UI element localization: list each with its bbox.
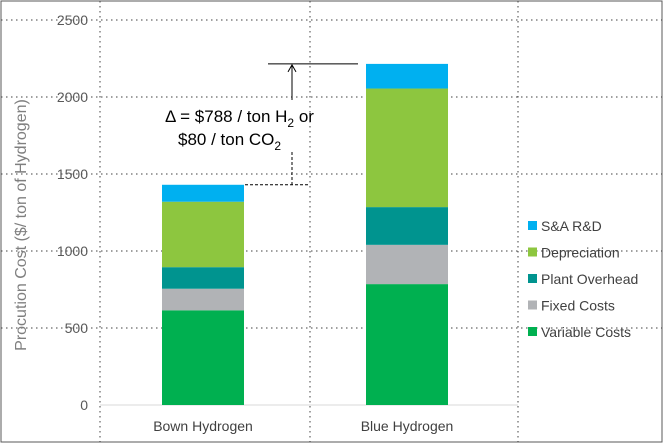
y-axis-title: Procution Cost ($/ ton of Hydrogen) — [13, 99, 30, 351]
y-tick-label: 1500 — [57, 166, 88, 182]
bar-segment — [366, 88, 448, 208]
bar-segment — [162, 267, 244, 289]
x-tick-label: Blue Hydrogen — [361, 418, 454, 434]
legend-label: Plant Overhead — [541, 271, 638, 287]
bars — [162, 63, 448, 405]
legend-swatch — [528, 274, 537, 283]
legend-swatch — [528, 221, 537, 230]
y-tick-labels: 0 500 1000 1500 2000 2500 — [57, 12, 88, 413]
x-tick-label: Bown Hydrogen — [153, 418, 253, 434]
legend-swatch — [528, 327, 537, 336]
y-tick-label: 2000 — [57, 89, 88, 105]
bar-segment — [366, 207, 448, 245]
bar-segment — [162, 184, 244, 202]
legend-label: S&A R&D — [541, 218, 602, 234]
annotation-arrow-head — [287, 63, 297, 73]
category-labels: Bown Hydrogen Blue Hydrogen — [153, 418, 453, 434]
annotation-line-1: Δ = $788 / ton H2 or — [165, 107, 314, 130]
bar-segment — [366, 244, 448, 285]
y-tick-label: 1000 — [57, 243, 88, 259]
y-tick-label: 0 — [80, 397, 88, 413]
bar-segment — [162, 310, 244, 405]
legend-label: Depreciation — [541, 245, 620, 261]
legend-swatch — [528, 247, 537, 257]
bar-segment — [162, 288, 244, 311]
legend-label: Fixed Costs — [541, 298, 615, 314]
annotation-line-2: $80 / ton CO2 — [178, 130, 281, 153]
bar-segment — [366, 284, 448, 405]
y-tick-label: 2500 — [57, 12, 88, 28]
y-tick-label: 500 — [65, 320, 89, 336]
legend-swatch — [528, 300, 537, 310]
legend: S&A R&D Depreciation Plant Overhead Fixed C… — [528, 218, 638, 340]
bar-segment — [162, 201, 244, 268]
bar-segment — [366, 63, 448, 89]
delta-annotation: Δ = $788 / ton H2 or $80 / ton CO2 — [165, 63, 358, 186]
legend-label: Variable Costs — [541, 324, 631, 340]
